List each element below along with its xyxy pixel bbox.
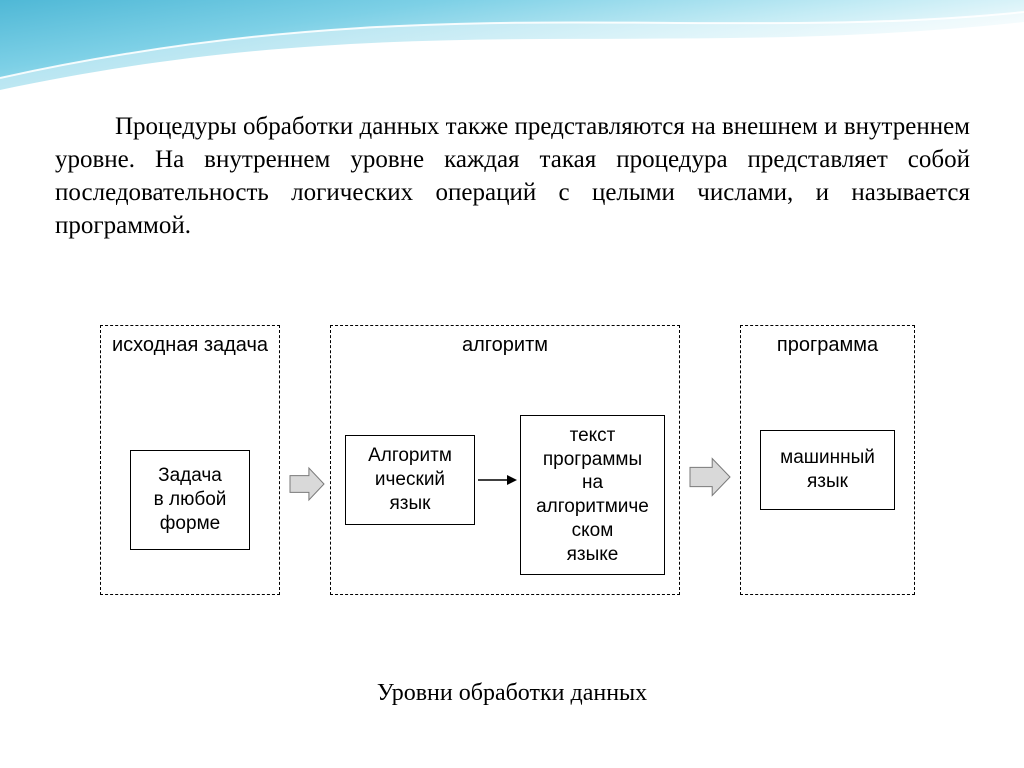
arrow-3 — [688, 455, 732, 499]
node-alg-text: текст программы на алгоритмиче ском язык… — [520, 415, 665, 575]
diagram-area: исходная задача алгоритм программа Задача в… — [100, 325, 920, 635]
panel-source-title: исходная задача — [101, 334, 279, 357]
arrow-2 — [476, 472, 519, 488]
diagram-caption: Уровни обработки данных — [0, 680, 1024, 707]
header-wave — [0, 0, 1024, 90]
panel-program-title: программа — [741, 334, 914, 357]
content-area: Процедуры обработки данных также предста… — [55, 110, 970, 242]
panel-algo-title: алгоритм — [331, 334, 679, 357]
node-machine: машинный язык — [760, 430, 895, 510]
node-task: Задача в любой форме — [130, 450, 250, 550]
intro-paragraph: Процедуры обработки данных также предста… — [55, 110, 970, 242]
node-alg-lang: Алгоритм ический язык — [345, 435, 475, 525]
arrow-1 — [288, 465, 326, 503]
